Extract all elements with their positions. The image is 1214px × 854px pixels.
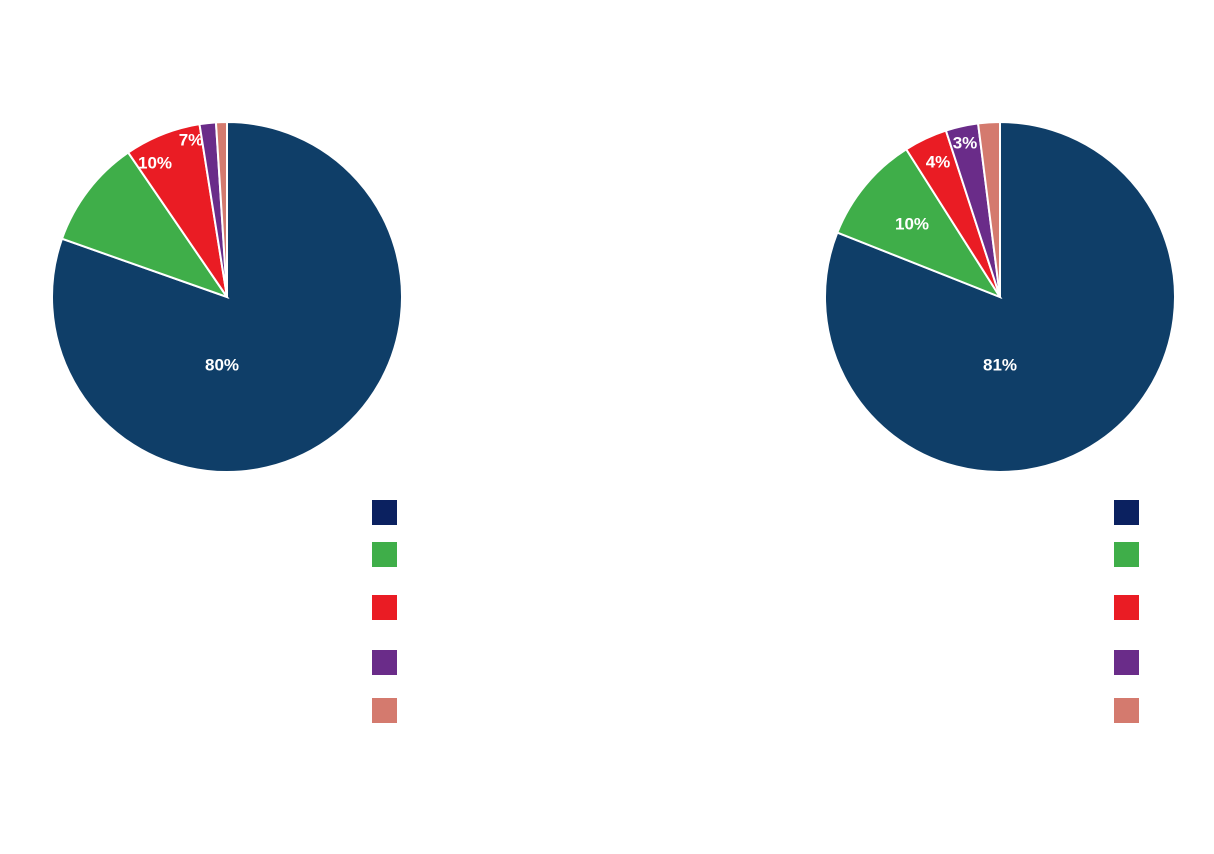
legend-2-swatch-2 [1114, 542, 1139, 567]
pie-2-slice-3-label: 4% [926, 152, 951, 171]
legend-2-swatch-3 [1114, 595, 1139, 620]
legend-left [372, 500, 397, 723]
pie-1-slice-3-label: 7% [179, 130, 204, 149]
legend-1-swatch-3 [372, 595, 397, 620]
pie-2-slice-4-label: 3% [953, 133, 978, 152]
pie-chart-right: 81% 10% 4%3% [824, 120, 1176, 473]
pie-chart-left: 80% 10% 7% [51, 120, 403, 473]
pie-1-slice-1-label: 80% [205, 355, 239, 374]
pie-2-slice-5 [976, 120, 1001, 298]
pie-1-slice-2 [60, 151, 230, 299]
legend-1-swatch-5 [372, 698, 397, 723]
legend-2-swatch-5 [1114, 698, 1139, 723]
legend-2-swatch-4 [1114, 650, 1139, 675]
pie-2-slice-2-label: 10% [895, 214, 929, 233]
legend-1-swatch-1 [372, 500, 397, 525]
pie-2-slice-1-label: 81% [983, 355, 1017, 374]
pie-2-slice-2 [835, 147, 1003, 300]
legend-right [1114, 500, 1139, 723]
legend-1-swatch-2 [372, 542, 397, 567]
pie-1-slice-2-label: 10% [138, 153, 172, 172]
pie-1-slice-5 [214, 120, 228, 298]
legend-1-swatch-4 [372, 650, 397, 675]
legend-2-swatch-1 [1114, 500, 1139, 525]
